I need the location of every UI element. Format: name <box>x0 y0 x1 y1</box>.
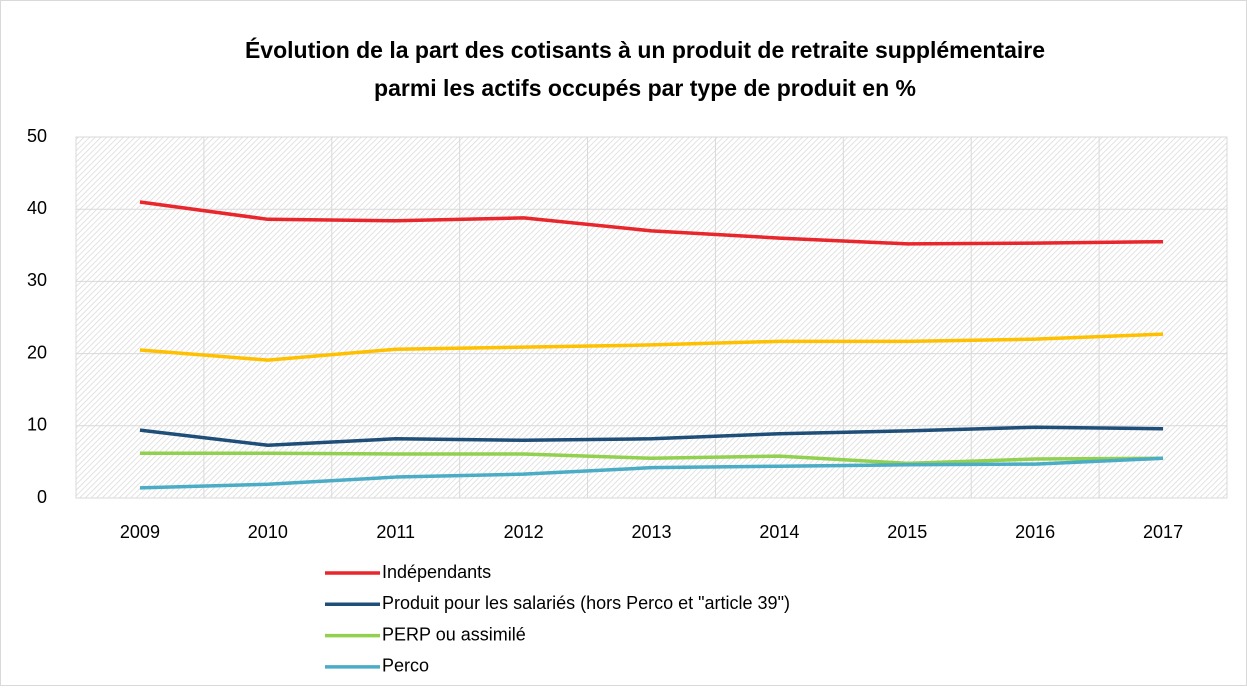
legend-label: PERP ou assimilé <box>382 624 526 644</box>
y-tick-label: 0 <box>37 487 47 507</box>
legend-label: Produit pour les salariés (hors Perco et… <box>382 593 790 613</box>
chart-title: Évolution de la part des cotisants à un … <box>245 36 1045 63</box>
y-tick-label: 50 <box>27 126 47 146</box>
y-tick-label: 30 <box>27 270 47 290</box>
x-tick-label: 2016 <box>1015 522 1055 542</box>
plot-frame <box>75 136 1228 499</box>
x-tick-label: 2010 <box>248 522 288 542</box>
line-series <box>139 332 1164 362</box>
x-tick-label: 2011 <box>376 522 415 542</box>
y-tick-label: 40 <box>27 198 47 218</box>
x-tick-label: 2017 <box>1143 522 1183 542</box>
legend-label: Indépendants <box>382 562 491 582</box>
x-tick-label: 2014 <box>759 522 799 542</box>
y-tick-label: 20 <box>27 342 47 362</box>
y-tick-label: 10 <box>27 415 47 435</box>
x-tick-label: 2009 <box>120 522 160 542</box>
x-tick-label: 2015 <box>887 522 927 542</box>
x-tick-label: 2013 <box>631 522 671 542</box>
x-tick-label: 2012 <box>504 522 544 542</box>
line-series <box>139 425 1164 448</box>
legend-label: Perco <box>382 656 429 676</box>
line-series <box>139 456 1164 490</box>
line-series <box>139 200 1164 246</box>
line-series <box>139 451 1164 466</box>
chart-title: parmi les actifs occupés par type de pro… <box>374 75 916 101</box>
